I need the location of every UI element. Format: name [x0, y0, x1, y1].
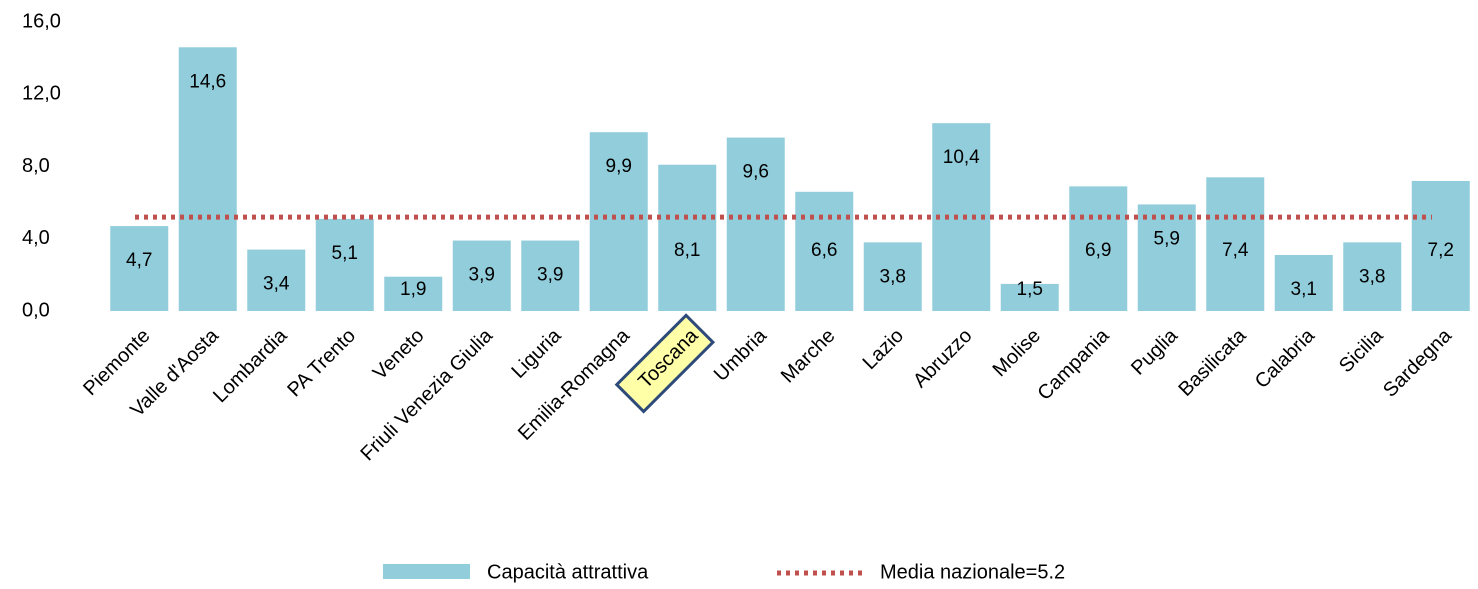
bar [384, 276, 443, 311]
x-tick-group: Calabria [1251, 324, 1320, 393]
legend-label: Media nazionale=5.2 [880, 561, 1065, 583]
x-tick-group: Sardegna [1379, 324, 1457, 402]
x-tick-label: Liguria [508, 324, 567, 383]
legend-label: Capacità attrattiva [487, 561, 649, 583]
value-label: 5,1 [332, 243, 358, 264]
bar [315, 218, 374, 311]
x-tick-label: Abruzzo [909, 325, 976, 392]
x-tick-group: PA Trento [283, 325, 360, 402]
bar [1411, 180, 1470, 311]
y-tick-label: 8,0 [22, 155, 50, 177]
value-label: 3,8 [880, 266, 906, 287]
x-tick-group: Lazio [859, 325, 908, 374]
x-tick-label: PA Trento [283, 325, 360, 402]
x-tick-group: Toscana [614, 313, 716, 414]
bar [589, 132, 648, 311]
x-tick-group: Umbria [710, 324, 772, 386]
bar [1343, 242, 1402, 311]
bar [1206, 177, 1265, 311]
y-tick-label: 16,0 [22, 10, 61, 32]
bar [1069, 186, 1128, 311]
bar [110, 226, 169, 311]
bar [863, 242, 922, 311]
y-tick-label: 4,0 [22, 227, 50, 249]
x-tick-label: Marche [777, 325, 840, 388]
x-tick-label: Puglia [1127, 324, 1182, 379]
value-label: 6,9 [1085, 240, 1111, 261]
x-tick-group: Molise [989, 325, 1045, 381]
value-label: 4,7 [126, 250, 152, 271]
value-label: 3,8 [1359, 266, 1385, 287]
x-tick-label: Lazio [859, 325, 908, 374]
value-label: 6,6 [811, 240, 837, 261]
bar [247, 249, 306, 311]
value-label: 5,9 [1154, 228, 1180, 249]
x-tick-label: Veneto [369, 325, 429, 385]
x-tick-label: Molise [989, 325, 1045, 381]
x-tick-label: Friuli Venezia Giulia [356, 324, 497, 465]
bar [1137, 204, 1196, 311]
bar [1000, 283, 1059, 311]
value-label: 3,1 [1291, 279, 1317, 300]
bar [521, 240, 580, 311]
x-tick-group: Campania [1033, 324, 1114, 405]
y-tick-label: 0,0 [22, 299, 50, 321]
value-label: 1,9 [400, 279, 426, 300]
x-tick-group: Sicilia [1335, 324, 1388, 377]
x-tick-label: Basilicata [1174, 324, 1251, 401]
value-label: 3,9 [537, 265, 563, 286]
value-label: 8,1 [674, 240, 700, 261]
bar [1274, 255, 1333, 311]
x-tick-label: Lombardia [209, 324, 292, 407]
x-tick-label: Sardegna [1379, 324, 1457, 402]
x-tick-group: Marche [777, 325, 840, 388]
x-tick-group: Puglia [1127, 324, 1182, 379]
x-tick-label: Campania [1033, 324, 1114, 405]
bar [795, 191, 854, 311]
value-label: 14,6 [189, 71, 226, 92]
x-tick-label: Sicilia [1335, 324, 1388, 377]
x-tick-group: Veneto [369, 325, 429, 385]
value-label: 9,6 [743, 162, 769, 183]
bar [658, 164, 717, 311]
x-tick-group: Liguria [508, 324, 567, 383]
x-tick-group: Lombardia [209, 324, 292, 407]
x-tick-label: Umbria [710, 324, 772, 386]
bar [178, 47, 237, 311]
highlight-box [614, 313, 716, 414]
x-tick-group: Friuli Venezia Giulia [356, 324, 497, 465]
value-label: 1,5 [1017, 279, 1043, 300]
value-label: 10,4 [943, 147, 980, 168]
value-label: 9,9 [606, 156, 632, 177]
value-label: 7,2 [1428, 240, 1454, 261]
y-tick-label: 12,0 [22, 83, 61, 105]
bar [726, 137, 785, 311]
x-tick-label: Calabria [1251, 324, 1320, 393]
value-label: 7,4 [1222, 240, 1249, 261]
bar [932, 123, 991, 312]
x-tick-group: Basilicata [1174, 324, 1251, 401]
x-tick-group: Abruzzo [909, 325, 976, 392]
bar [452, 240, 511, 311]
legend-swatch [383, 564, 470, 579]
value-label: 3,9 [469, 265, 495, 286]
value-label: 3,4 [263, 274, 290, 295]
